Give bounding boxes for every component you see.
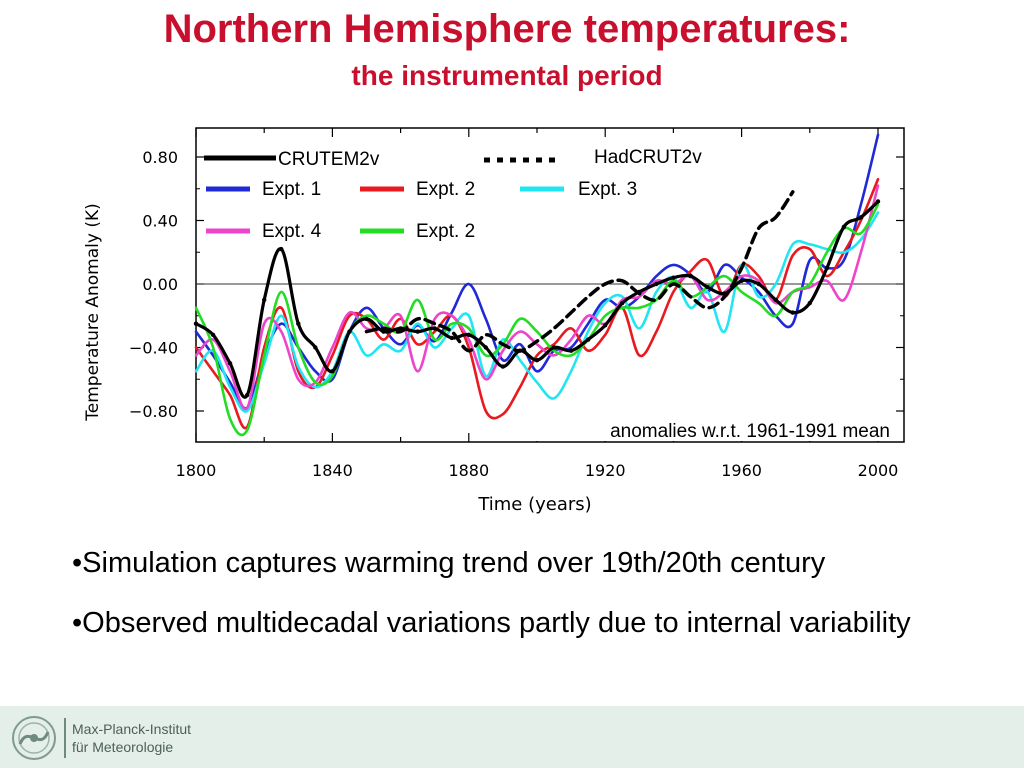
crutem2v-marker bbox=[347, 329, 352, 334]
legend-label-crutem2v: CRUTEM2v bbox=[278, 149, 380, 170]
y-tick-label: 0.00 bbox=[142, 275, 178, 294]
y-axis-label: Temperature Anomaly (K) bbox=[83, 203, 103, 421]
org-name-line1: Max-Planck-Institut bbox=[72, 721, 192, 737]
crutem2v-marker bbox=[722, 291, 727, 296]
crutem2v-marker bbox=[841, 224, 847, 230]
crutem2v-marker bbox=[262, 297, 267, 303]
plot-frame bbox=[195, 127, 905, 443]
crutem2v-marker bbox=[296, 321, 301, 326]
y-tick-label: −0.40 bbox=[129, 339, 178, 358]
crutem2v-marker bbox=[517, 348, 523, 353]
crutem2v-marker bbox=[875, 199, 881, 204]
y-tick-label: 0.40 bbox=[142, 212, 178, 231]
x-tick-label: 1920 bbox=[585, 461, 626, 480]
crutem2v-marker bbox=[620, 300, 625, 306]
legend-label-expt2-red: Expt. 2 bbox=[416, 179, 475, 200]
y-tick-label: −0.80 bbox=[129, 402, 178, 421]
crutem2v-marker bbox=[449, 335, 454, 341]
x-tick-label: 2000 bbox=[858, 461, 899, 480]
crutem2v-marker bbox=[210, 332, 216, 337]
crutem2v-marker bbox=[551, 345, 557, 350]
series-line-expt3-4 bbox=[194, 211, 880, 413]
x-axis-label: Time (years) bbox=[477, 494, 591, 515]
legend: CRUTEM2v HadCRUT2v Expt. 1 Expt. 2 Expt.… bbox=[204, 147, 702, 242]
bullet-list: •Simulation captures warming trend over … bbox=[72, 546, 992, 666]
axis-ticks bbox=[195, 128, 904, 442]
crutem2v-marker bbox=[756, 281, 761, 287]
crutem2v-marker bbox=[193, 321, 199, 326]
org-name-line2: für Meteorologie bbox=[72, 739, 174, 755]
crutem2v-marker bbox=[279, 246, 284, 252]
crutem2v-marker bbox=[671, 275, 676, 280]
crutem2v-marker bbox=[227, 361, 233, 366]
crutem2v-marker bbox=[432, 326, 437, 331]
legend-label-expt3: Expt. 3 bbox=[578, 179, 637, 200]
mpi-logo-icon bbox=[12, 716, 56, 760]
crutem2v-marker bbox=[364, 316, 369, 322]
series-line-expt2-6 bbox=[194, 203, 880, 437]
legend-label-expt2-green: Expt. 2 bbox=[416, 221, 475, 242]
x-tick-label: 1840 bbox=[312, 461, 353, 480]
legend-label-expt4: Expt. 4 bbox=[262, 221, 322, 242]
x-tick-label: 1880 bbox=[448, 461, 489, 480]
tick-labels: 0.80 0.40 0.00 −0.40 −0.80 1800 1840 1880 1920 19… bbox=[129, 148, 898, 480]
legend-label-expt1: Expt. 1 bbox=[262, 179, 321, 200]
crutem2v-marker bbox=[500, 364, 506, 369]
crutem2v-marker bbox=[637, 289, 642, 295]
crutem2v-marker bbox=[398, 326, 403, 331]
crutem2v-marker bbox=[824, 265, 830, 271]
crutem2v-marker bbox=[534, 358, 540, 363]
logo-text: Max-Planck-Institut für Meteorologie bbox=[72, 720, 191, 756]
annotation-text: anomalies w.r.t. 1961-1991 mean bbox=[610, 421, 890, 442]
crutem2v-marker bbox=[688, 273, 693, 279]
crutem2v-marker bbox=[773, 297, 778, 303]
crutem2v-marker bbox=[381, 329, 386, 334]
footer-bar: Max-Planck-Institut für Meteorologie bbox=[0, 706, 1024, 768]
y-tick-label: 0.80 bbox=[142, 148, 178, 167]
x-tick-label: 1800 bbox=[176, 461, 217, 480]
crutem2v-marker bbox=[654, 281, 659, 287]
series-line-hadcrut2v-1 bbox=[364, 190, 795, 353]
series-layer bbox=[193, 133, 881, 437]
temperature-chart: 0.80 0.40 0.00 −0.40 −0.80 1800 1840 1880 1920 19… bbox=[83, 127, 905, 515]
crutem2v-marker bbox=[568, 348, 574, 353]
legend-label-hadcrut2v: HadCRUT2v bbox=[594, 147, 702, 168]
annotation-background bbox=[508, 417, 894, 441]
series-line-expt1-2 bbox=[194, 133, 880, 410]
slide-title: Northern Hemisphere temperatures: bbox=[163, 7, 851, 51]
crutem2v-marker bbox=[603, 323, 608, 328]
crutem2v-marker bbox=[313, 345, 318, 350]
logo-separator bbox=[64, 718, 66, 758]
crutem2v-marker bbox=[790, 310, 795, 315]
crutem2v-marker bbox=[585, 337, 591, 342]
crutem2v-marker bbox=[807, 300, 812, 306]
bullet-item: •Observed multidecadal variations partly… bbox=[72, 607, 911, 639]
crutem2v-marker bbox=[415, 329, 420, 334]
crutem2v-marker bbox=[244, 392, 250, 398]
crutem2v-marker bbox=[739, 278, 744, 284]
x-tick-label: 1960 bbox=[721, 461, 762, 480]
crutem2v-marker bbox=[466, 332, 471, 337]
bullet-item: •Simulation captures warming trend over … bbox=[72, 547, 826, 579]
crutem2v-marker bbox=[483, 345, 489, 350]
crutem2v-marker bbox=[705, 284, 710, 290]
slide-subtitle: the instrumental period bbox=[351, 60, 663, 91]
crutem2v-marker bbox=[330, 369, 335, 374]
crutem2v-marker bbox=[858, 215, 864, 220]
